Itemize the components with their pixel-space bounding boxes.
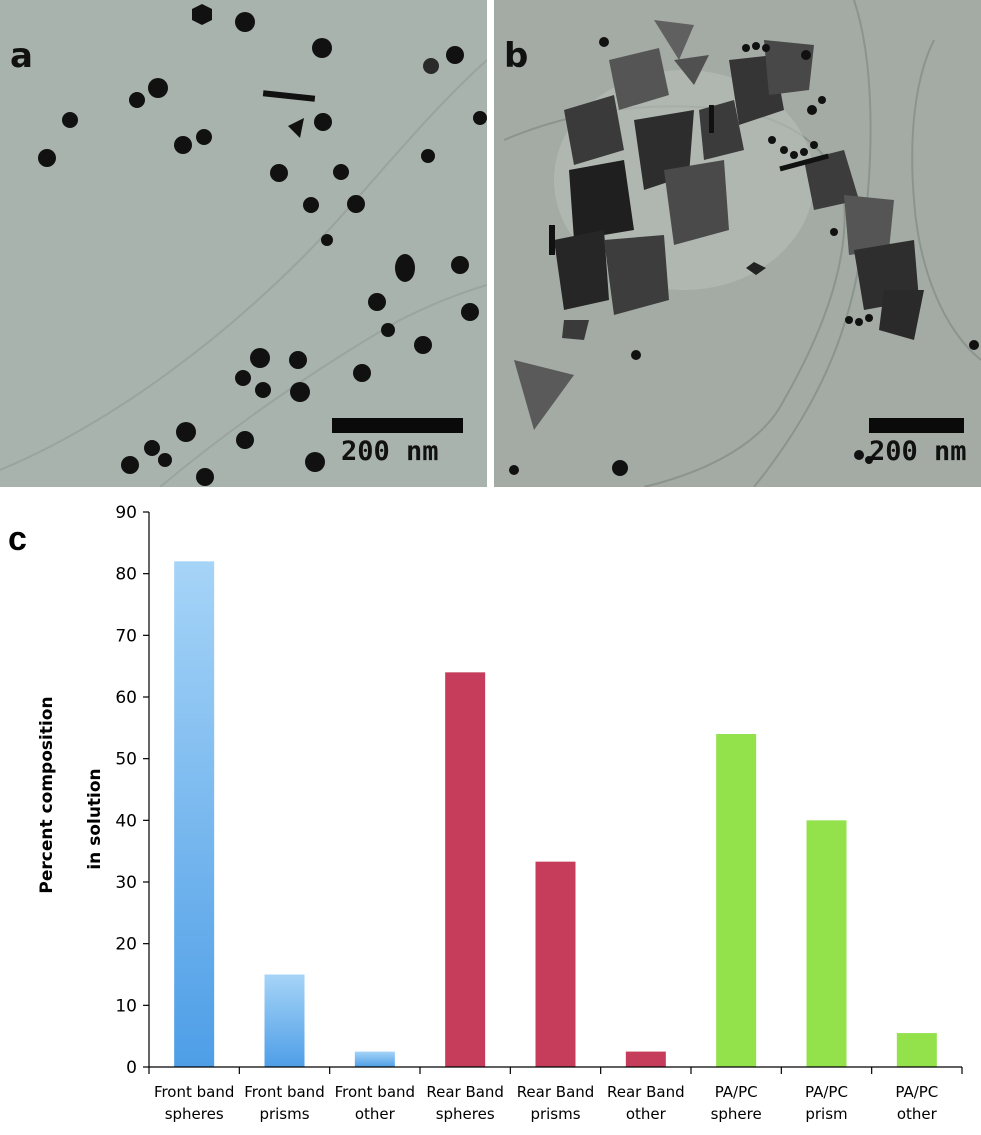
y-tick-label: 0 <box>126 1058 137 1078</box>
x-tick-label: Front band <box>244 1083 324 1101</box>
x-tick-label: PA/PC <box>715 1083 758 1101</box>
x-tick-label: spheres <box>165 1105 224 1123</box>
bar-rear-band <box>625 1051 666 1067</box>
small-spheres-b <box>509 37 979 476</box>
tem-micrograph-a <box>0 0 487 487</box>
x-tick-label: sphere <box>711 1105 762 1123</box>
bar-front-band <box>354 1051 395 1067</box>
bar-pa-pc <box>896 1033 937 1067</box>
x-tick-label: Front band <box>154 1083 234 1101</box>
tem-background <box>0 0 487 487</box>
y-tick-label: 80 <box>115 565 137 585</box>
y-axis-label: Percent composition <box>37 696 57 893</box>
y-axis-label: in solution <box>85 768 105 869</box>
y-tick-label: 60 <box>115 688 137 708</box>
tem-image-a: a 200 nm <box>0 0 487 487</box>
y-tick-label: 70 <box>115 626 137 646</box>
y-tick-label: 40 <box>115 811 137 831</box>
x-tick-label: Front band <box>335 1083 415 1101</box>
x-tick-label: other <box>355 1105 396 1123</box>
y-axis-title: Percent composition in solution <box>37 696 105 893</box>
bar-rear-band <box>535 861 576 1067</box>
y-tick-label: 10 <box>115 996 137 1016</box>
nanoparticles-a <box>38 4 487 486</box>
bars <box>174 561 937 1067</box>
x-tick-label: other <box>626 1105 667 1123</box>
y-tick-label: 90 <box>115 503 137 523</box>
tem-micrograph-b <box>494 0 981 487</box>
bar-pa-pc <box>716 734 757 1067</box>
y-axis: 0 10 20 30 40 50 60 70 80 90 <box>115 503 150 1078</box>
y-tick-label: 50 <box>115 750 137 770</box>
nanoprism-clusters <box>514 20 924 430</box>
x-tick-label: prism <box>805 1105 847 1123</box>
x-tick-label: spheres <box>436 1105 495 1123</box>
scale-bar-b <box>869 418 964 433</box>
x-tick-label: prisms <box>530 1105 580 1123</box>
y-tick-label: 30 <box>115 873 137 893</box>
panel-letter-b: b <box>504 36 529 76</box>
panel-letter-c: c <box>8 520 27 558</box>
bar-rear-band <box>445 672 486 1067</box>
x-tick-label: Rear Band <box>607 1083 685 1101</box>
scale-label-b: 200 nm <box>869 436 967 467</box>
x-tick-label: PA/PC <box>805 1083 848 1101</box>
film-edge <box>911 39 981 361</box>
panel-letter-a: a <box>10 36 33 76</box>
x-axis: Front band spheres Front band prisms Front b… <box>148 1066 963 1123</box>
composition-bar-chart: Percent composition in solution 0 10 20 30 40… <box>37 503 963 1123</box>
x-tick-label: prisms <box>259 1105 309 1123</box>
bar-pa-pc <box>806 820 847 1067</box>
y-tick-label: 20 <box>115 935 137 955</box>
x-tick-label: PA/PC <box>895 1083 938 1101</box>
bar-front-band <box>264 974 305 1067</box>
film-edge <box>159 284 487 487</box>
x-tick-label: Rear Band <box>517 1083 595 1101</box>
film-edge <box>0 59 487 471</box>
x-tick-label: other <box>897 1105 938 1123</box>
bar-front-band <box>174 561 215 1067</box>
tem-image-b: b 200 nm <box>494 0 981 487</box>
scale-bar-a <box>332 418 463 433</box>
x-tick-label: Rear Band <box>426 1083 504 1101</box>
scale-label-a: 200 nm <box>341 436 439 467</box>
